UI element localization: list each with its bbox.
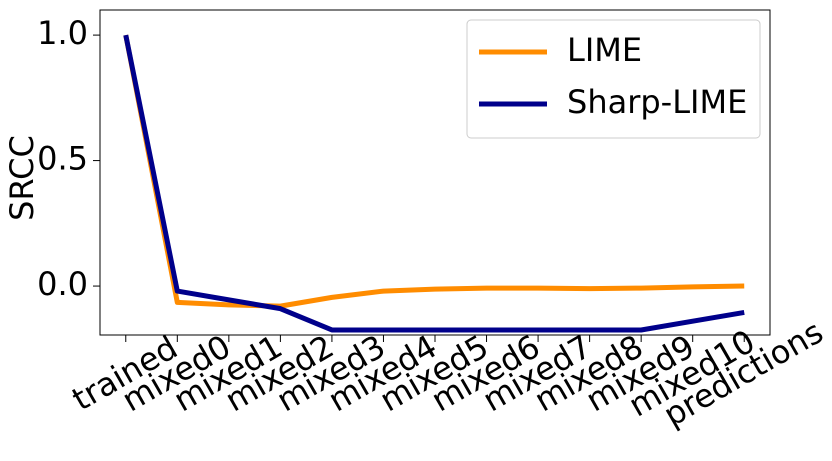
- y-tick-label: 0.5: [37, 140, 88, 178]
- line: [123, 34, 745, 309]
- legend-label: Sharp-LIME: [567, 83, 747, 121]
- y-tick-label: 0.0: [37, 265, 88, 303]
- plot-frame: [99, 9, 771, 336]
- line: [123, 34, 745, 333]
- legend: LIME Sharp-LIME: [466, 19, 761, 139]
- y-tick-label: 1.0: [37, 14, 88, 52]
- y-axis-label: SRCC: [3, 135, 41, 221]
- legend-label: LIME: [567, 31, 642, 69]
